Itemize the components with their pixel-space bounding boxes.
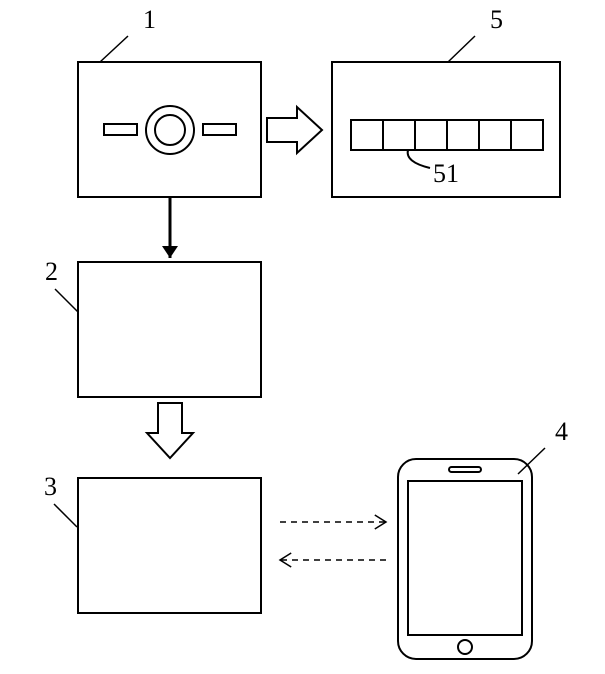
label-three: 3 xyxy=(44,472,57,501)
block-arrow-down xyxy=(147,403,193,458)
strip-cell xyxy=(479,120,511,150)
block-arrow-right xyxy=(267,107,322,153)
leader-two xyxy=(55,289,78,312)
strip-cell xyxy=(351,120,383,150)
arrow-1-to-2-head xyxy=(162,246,178,258)
label-two: 2 xyxy=(45,257,58,286)
strip-cell xyxy=(447,120,479,150)
strip-cell xyxy=(415,120,447,150)
cam-bar-left xyxy=(104,124,137,135)
box-camera xyxy=(78,62,261,197)
lens-outer xyxy=(146,106,194,154)
leader-five xyxy=(448,36,475,62)
leader-one xyxy=(100,36,128,62)
leader-fiftyone xyxy=(408,150,430,168)
box-middle xyxy=(78,262,261,397)
label-five: 5 xyxy=(490,5,503,34)
diagram-canvas: 1 2 3 4 5 51 xyxy=(0,0,605,674)
label-fiftyone: 51 xyxy=(433,159,459,188)
cam-bar-right xyxy=(203,124,236,135)
strip-cell xyxy=(511,120,543,150)
label-one: 1 xyxy=(143,5,156,34)
lens-inner xyxy=(155,115,185,145)
label-four: 4 xyxy=(555,417,568,446)
leader-three xyxy=(54,504,77,527)
phone-body xyxy=(398,459,532,659)
strip-cell xyxy=(383,120,415,150)
box-bottom xyxy=(78,478,261,613)
